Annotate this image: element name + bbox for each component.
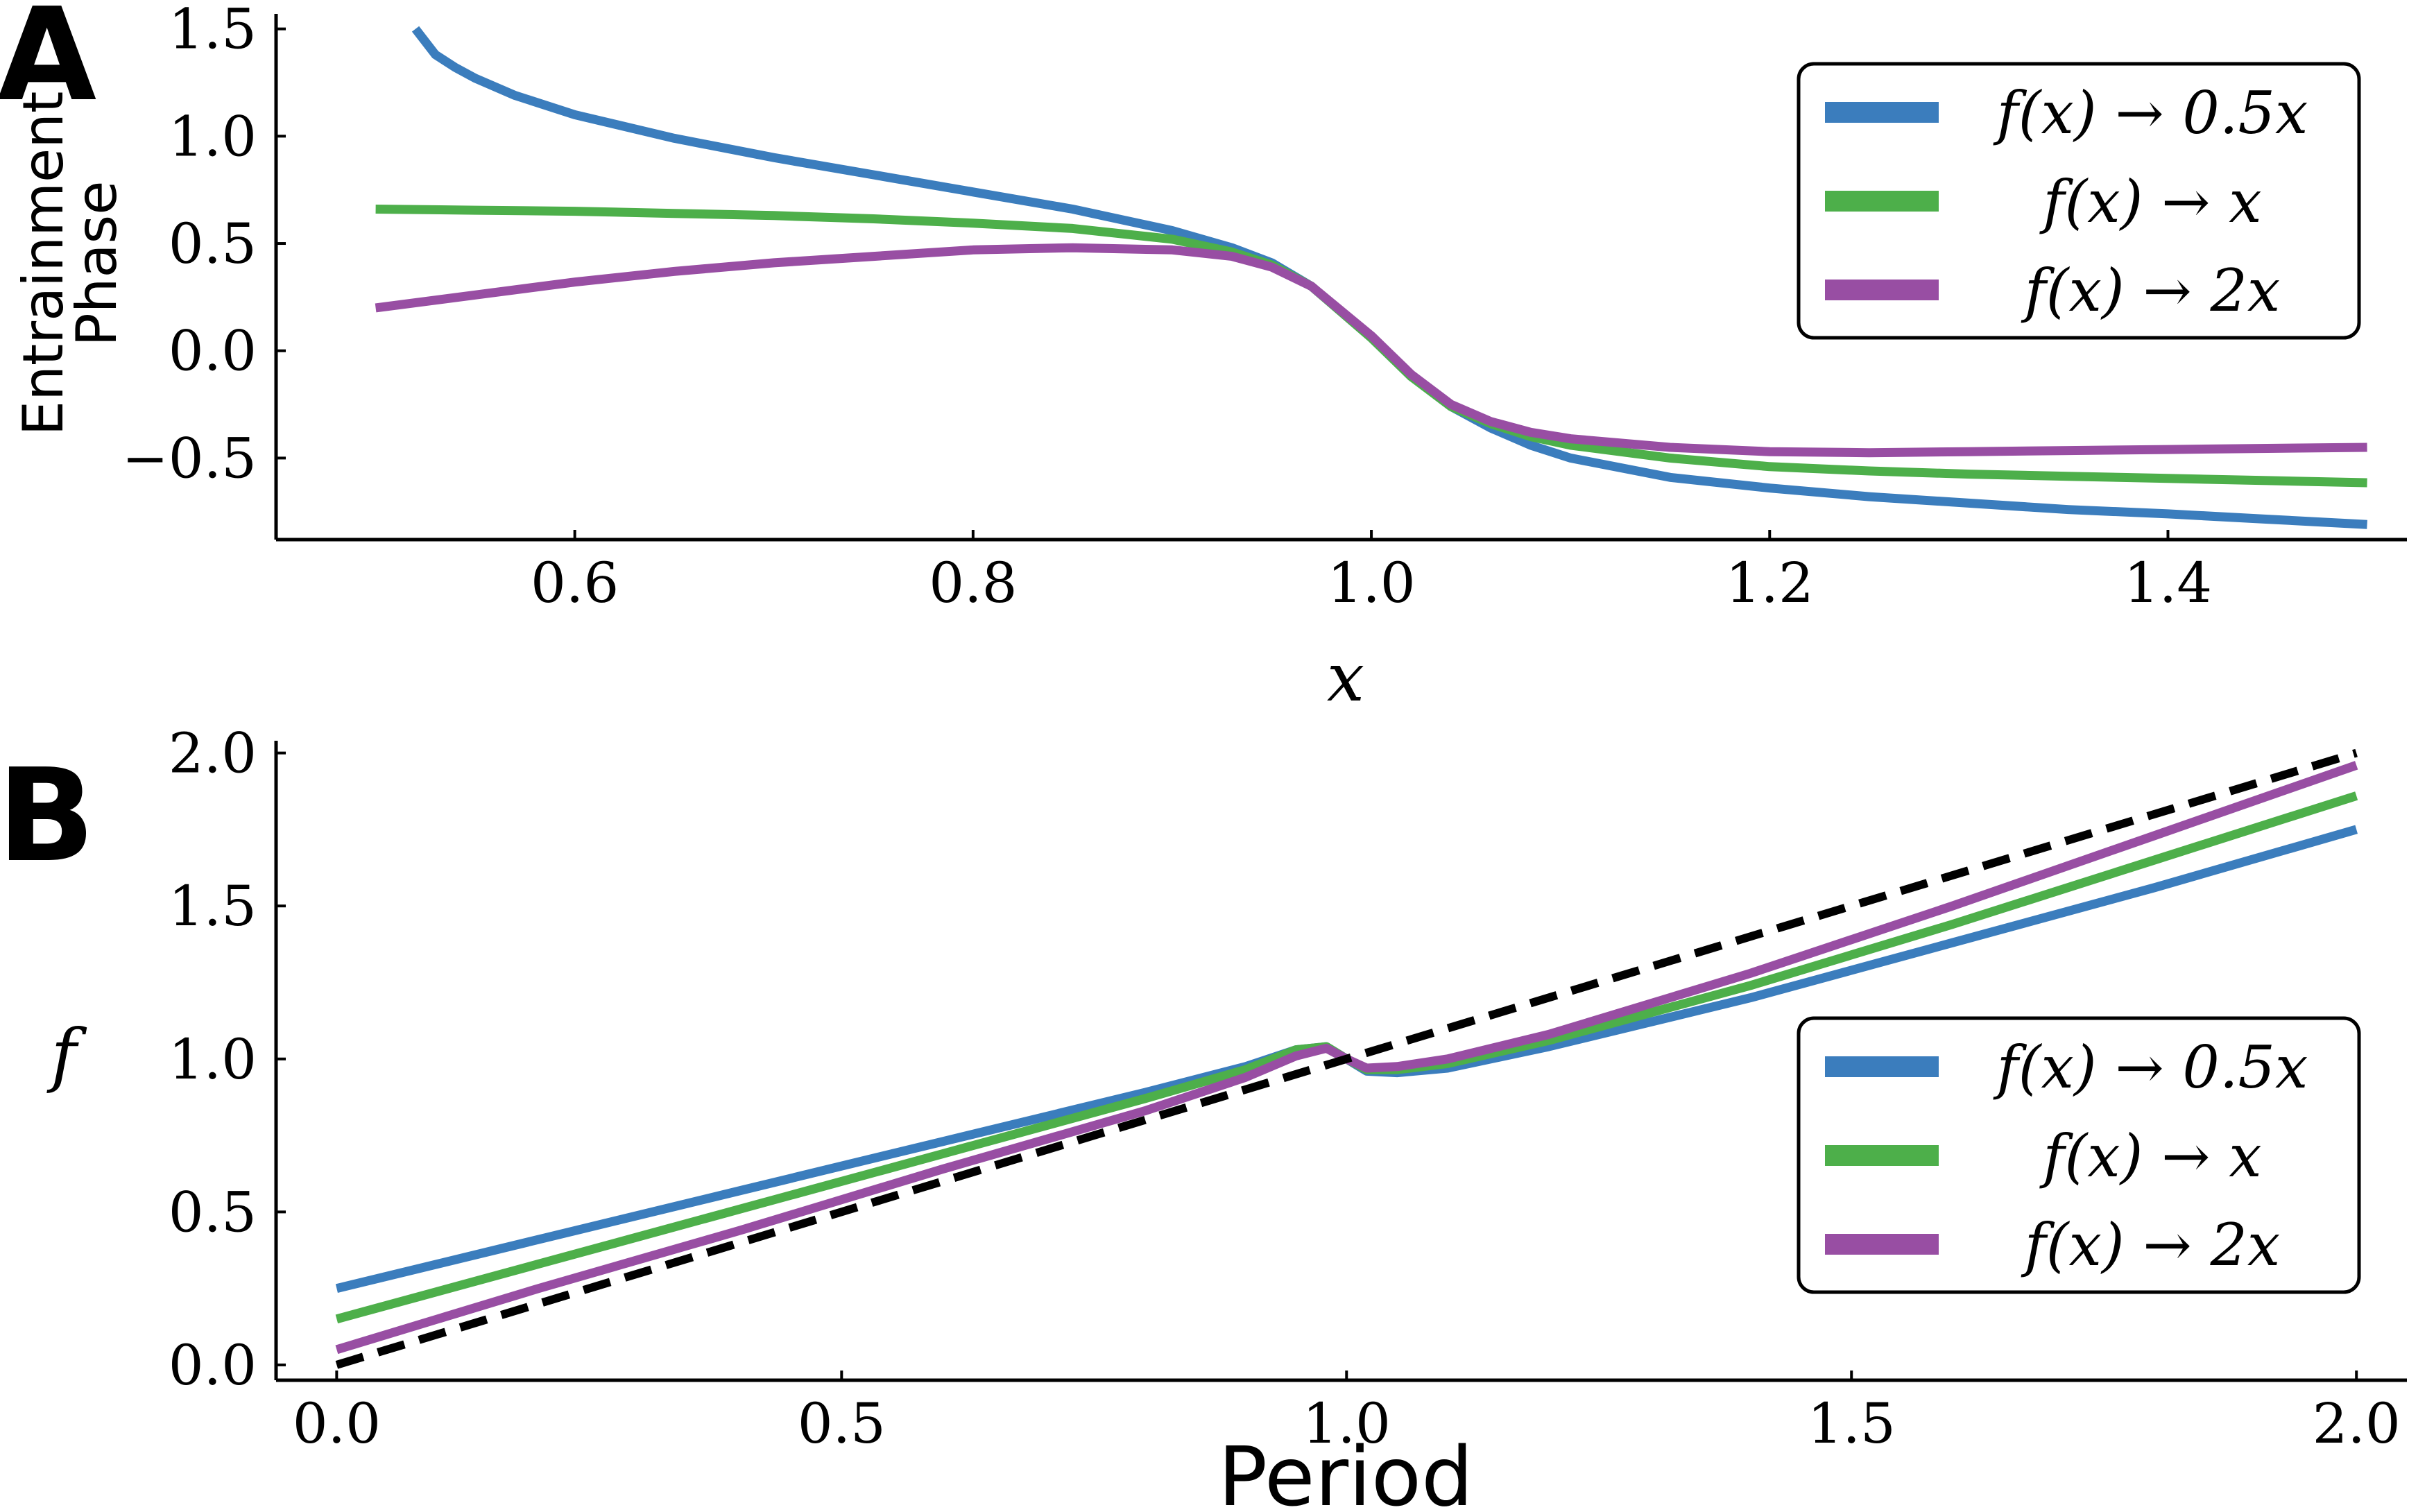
y-tick-label: 0.0 bbox=[169, 319, 257, 384]
panel-b-legend: f(x) → 0.5x f(x) → x f(x) → 2x bbox=[1797, 1016, 2361, 1294]
x-tick-label: 0.8 bbox=[929, 551, 1017, 615]
x-tick-label: 0.5 bbox=[798, 1391, 886, 1456]
y-tick-label: 1.0 bbox=[169, 1027, 257, 1092]
y-tick-label: 1.5 bbox=[169, 874, 257, 938]
panel-b: B f Period 0.0 0.5 1.0 1.5 2.02.01.51.00.50.… bbox=[0, 721, 2407, 1512]
panel-a-series bbox=[375, 26, 2367, 529]
x-tick-label: 0.0 bbox=[293, 1391, 381, 1456]
panel-a-ylabel-line2: Phase bbox=[65, 181, 129, 347]
panel-a: A Entrainment Phase x 0.6 0.8 1.0 1.2 1.4 1.5… bbox=[0, 0, 2407, 716]
y-tick-label: 1.5 bbox=[169, 0, 257, 62]
panel-a-legend: f(x) → 0.5x f(x) → x f(x) → 2x bbox=[1797, 62, 2361, 340]
x-tick-label: 1.5 bbox=[1808, 1391, 1896, 1456]
y-tick-label: 1.0 bbox=[169, 104, 257, 169]
y-tick-label: 0.5 bbox=[169, 1180, 257, 1244]
legend-frame bbox=[1797, 62, 2361, 340]
y-tick-label: −0.5 bbox=[122, 426, 257, 490]
legend-label: f(x) → 0.5x bbox=[1993, 1033, 2308, 1101]
legend-label: f(x) → 0.5x bbox=[1993, 79, 2308, 147]
panel-a-axes: 0.6 0.8 1.0 1.2 1.4 1.5 1.0 0.5 0.0 −0.5 bbox=[122, 0, 2407, 615]
series-line-3 bbox=[375, 243, 2367, 458]
legend-frame bbox=[1797, 1016, 2361, 1294]
panel-a-xlabel: x bbox=[1327, 639, 1364, 716]
y-tick-label: 0.0 bbox=[169, 1333, 257, 1398]
x-tick-label: 1.4 bbox=[2124, 551, 2212, 615]
y-tick-label: 2.0 bbox=[169, 721, 257, 786]
panel-b-xlabel: Period bbox=[1218, 1429, 1473, 1512]
x-tick-label: 1.0 bbox=[1303, 1391, 1391, 1456]
x-tick-label: 2.0 bbox=[2313, 1391, 2401, 1456]
panel-a-letter: A bbox=[0, 0, 96, 130]
legend-label: f(x) → 2x bbox=[2021, 257, 2281, 325]
x-tick-label: 0.6 bbox=[531, 551, 619, 615]
panel-b-ylabel: f bbox=[46, 1014, 87, 1095]
x-tick-label: 1.0 bbox=[1327, 551, 1415, 615]
legend-label: f(x) → x bbox=[2039, 168, 2261, 236]
legend-label: f(x) → 2x bbox=[2021, 1211, 2281, 1279]
panel-a-ylabel: Entrainment Phase bbox=[11, 92, 129, 436]
x-tick-label: 1.2 bbox=[1726, 551, 1814, 615]
panel-b-series bbox=[335, 748, 2358, 1369]
legend-label: f(x) → x bbox=[2039, 1122, 2261, 1190]
identity-dashed-line bbox=[335, 748, 2358, 1369]
panel-a-ylabel-line1: Entrainment bbox=[11, 92, 76, 436]
y-tick-label: 0.5 bbox=[169, 212, 257, 276]
panel-b-letter: B bbox=[0, 741, 95, 891]
panel-b-axes: 0.0 0.5 1.0 1.5 2.0 2.0 1.5 1.0 0.5 0.0 bbox=[169, 721, 2407, 1456]
